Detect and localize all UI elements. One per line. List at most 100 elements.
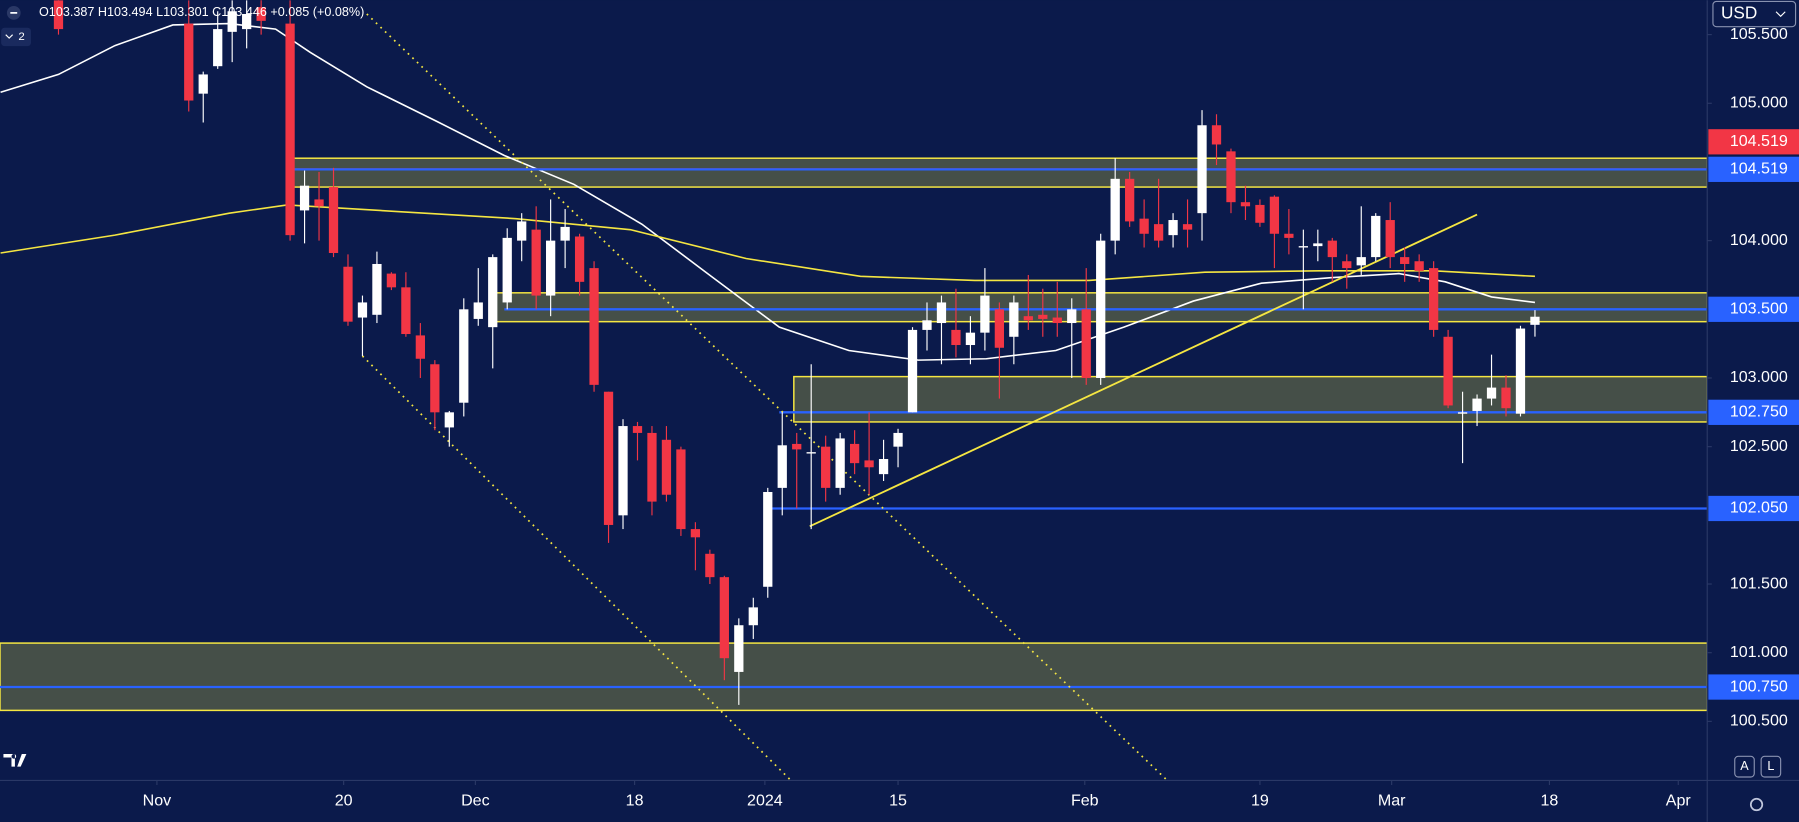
y-tick-label: 103.000 [1730,368,1788,386]
x-tick-label: 2024 [747,791,783,809]
candle-body [1472,398,1482,411]
candle-body [1139,218,1149,234]
candle-body [734,625,744,672]
candle-body [1400,257,1410,264]
candle-body [198,74,208,94]
candle-body [632,426,643,433]
candle-body [328,187,339,253]
candle-body [1182,224,1193,230]
candle-body [285,23,295,236]
auto-scale-button[interactable] [1734,755,1755,778]
candle-body [893,432,903,447]
logo [3,754,27,767]
candle-body [589,268,599,385]
x-tick-label: 18 [626,791,644,809]
price-label-box [1708,674,1799,700]
x-tick-label: Feb [1071,791,1099,809]
settings-button[interactable] [1749,797,1764,812]
price-label: 103.500 [1730,300,1788,318]
candle-body [1342,261,1352,269]
candle-body [1284,233,1294,238]
candle-body [574,236,585,282]
x-tick-label: 20 [335,791,353,809]
chevron-icon [1775,11,1786,18]
candle-body [1515,328,1526,414]
candle-body [444,412,454,428]
candle-body [1530,316,1540,325]
candle-body [560,226,570,241]
candle-body [661,439,672,495]
candle-body [965,332,976,346]
candle-body [763,491,773,587]
candle-body [1313,243,1323,247]
candle-body [676,449,686,530]
candle-body [821,446,831,488]
candle-body [473,302,483,319]
candle-body [878,459,889,475]
candle-body [1428,268,1439,330]
candle-body [618,426,628,516]
price-label: 104.519 [1730,132,1788,150]
indicator-toggle[interactable] [1,27,31,47]
x-tick-label: Nov [143,791,172,809]
candle-body [488,257,498,328]
candle-body [53,0,64,30]
candle-body [531,229,541,296]
candle-body [806,452,816,454]
candle-body [459,309,469,403]
price-label-box [1708,495,1799,522]
candle-body [1486,387,1497,399]
trendline [366,13,1168,781]
candle-body [1501,387,1511,409]
zone [292,157,1708,188]
x-tick-label: 18 [1541,791,1559,809]
x-tick-label: Mar [1378,791,1406,809]
candle-body [1125,178,1135,222]
candle-body [719,577,729,659]
candle-body [835,438,845,488]
auto-scale-label: A [1740,759,1749,773]
candle-body [1255,204,1265,223]
candle-body [502,237,512,303]
candle-body [792,443,802,450]
y-tick-label: 105.000 [1730,94,1788,112]
price-label-box [1708,156,1799,182]
candle-body [546,240,556,296]
candle-body [401,287,411,335]
candle-body [1414,261,1424,271]
candle-body [748,607,758,626]
candle-body [705,553,715,578]
log-scale-label: L [1767,759,1774,773]
candle-body [227,11,237,32]
moving-average [0,22,1536,361]
candle-body [951,329,961,346]
candle-body [213,29,223,67]
candle-body [1356,257,1366,266]
log-scale-button[interactable] [1760,755,1782,778]
candle-body [1457,412,1468,414]
candle-body [256,7,266,21]
price-label: 102.050 [1730,499,1788,517]
candle-body [517,221,527,241]
zone [0,642,1708,712]
chevron-icon [5,34,14,39]
candle-body [1052,317,1062,324]
y-tick-label: 104.000 [1730,231,1788,249]
x-tick-label: Apr [1666,791,1692,809]
candle-body [1197,125,1207,214]
candle-body [922,320,932,330]
candle-body [864,460,874,468]
price-label: 102.750 [1730,403,1788,421]
candle-body [1081,309,1091,378]
candle-body [690,529,701,538]
candle-body [1443,336,1453,406]
candle-body [1269,196,1280,234]
candle-body [1385,220,1395,258]
currency-select[interactable] [1712,0,1797,28]
indicator-count: 2 [18,31,24,43]
moving-average [0,204,1535,282]
candle-body [603,391,614,525]
candle-body [1023,316,1033,321]
axes: 105.500 105.000 104.000 103.000 102.500 101.5… [143,25,1799,809]
x-tick-label: 19 [1251,791,1269,809]
